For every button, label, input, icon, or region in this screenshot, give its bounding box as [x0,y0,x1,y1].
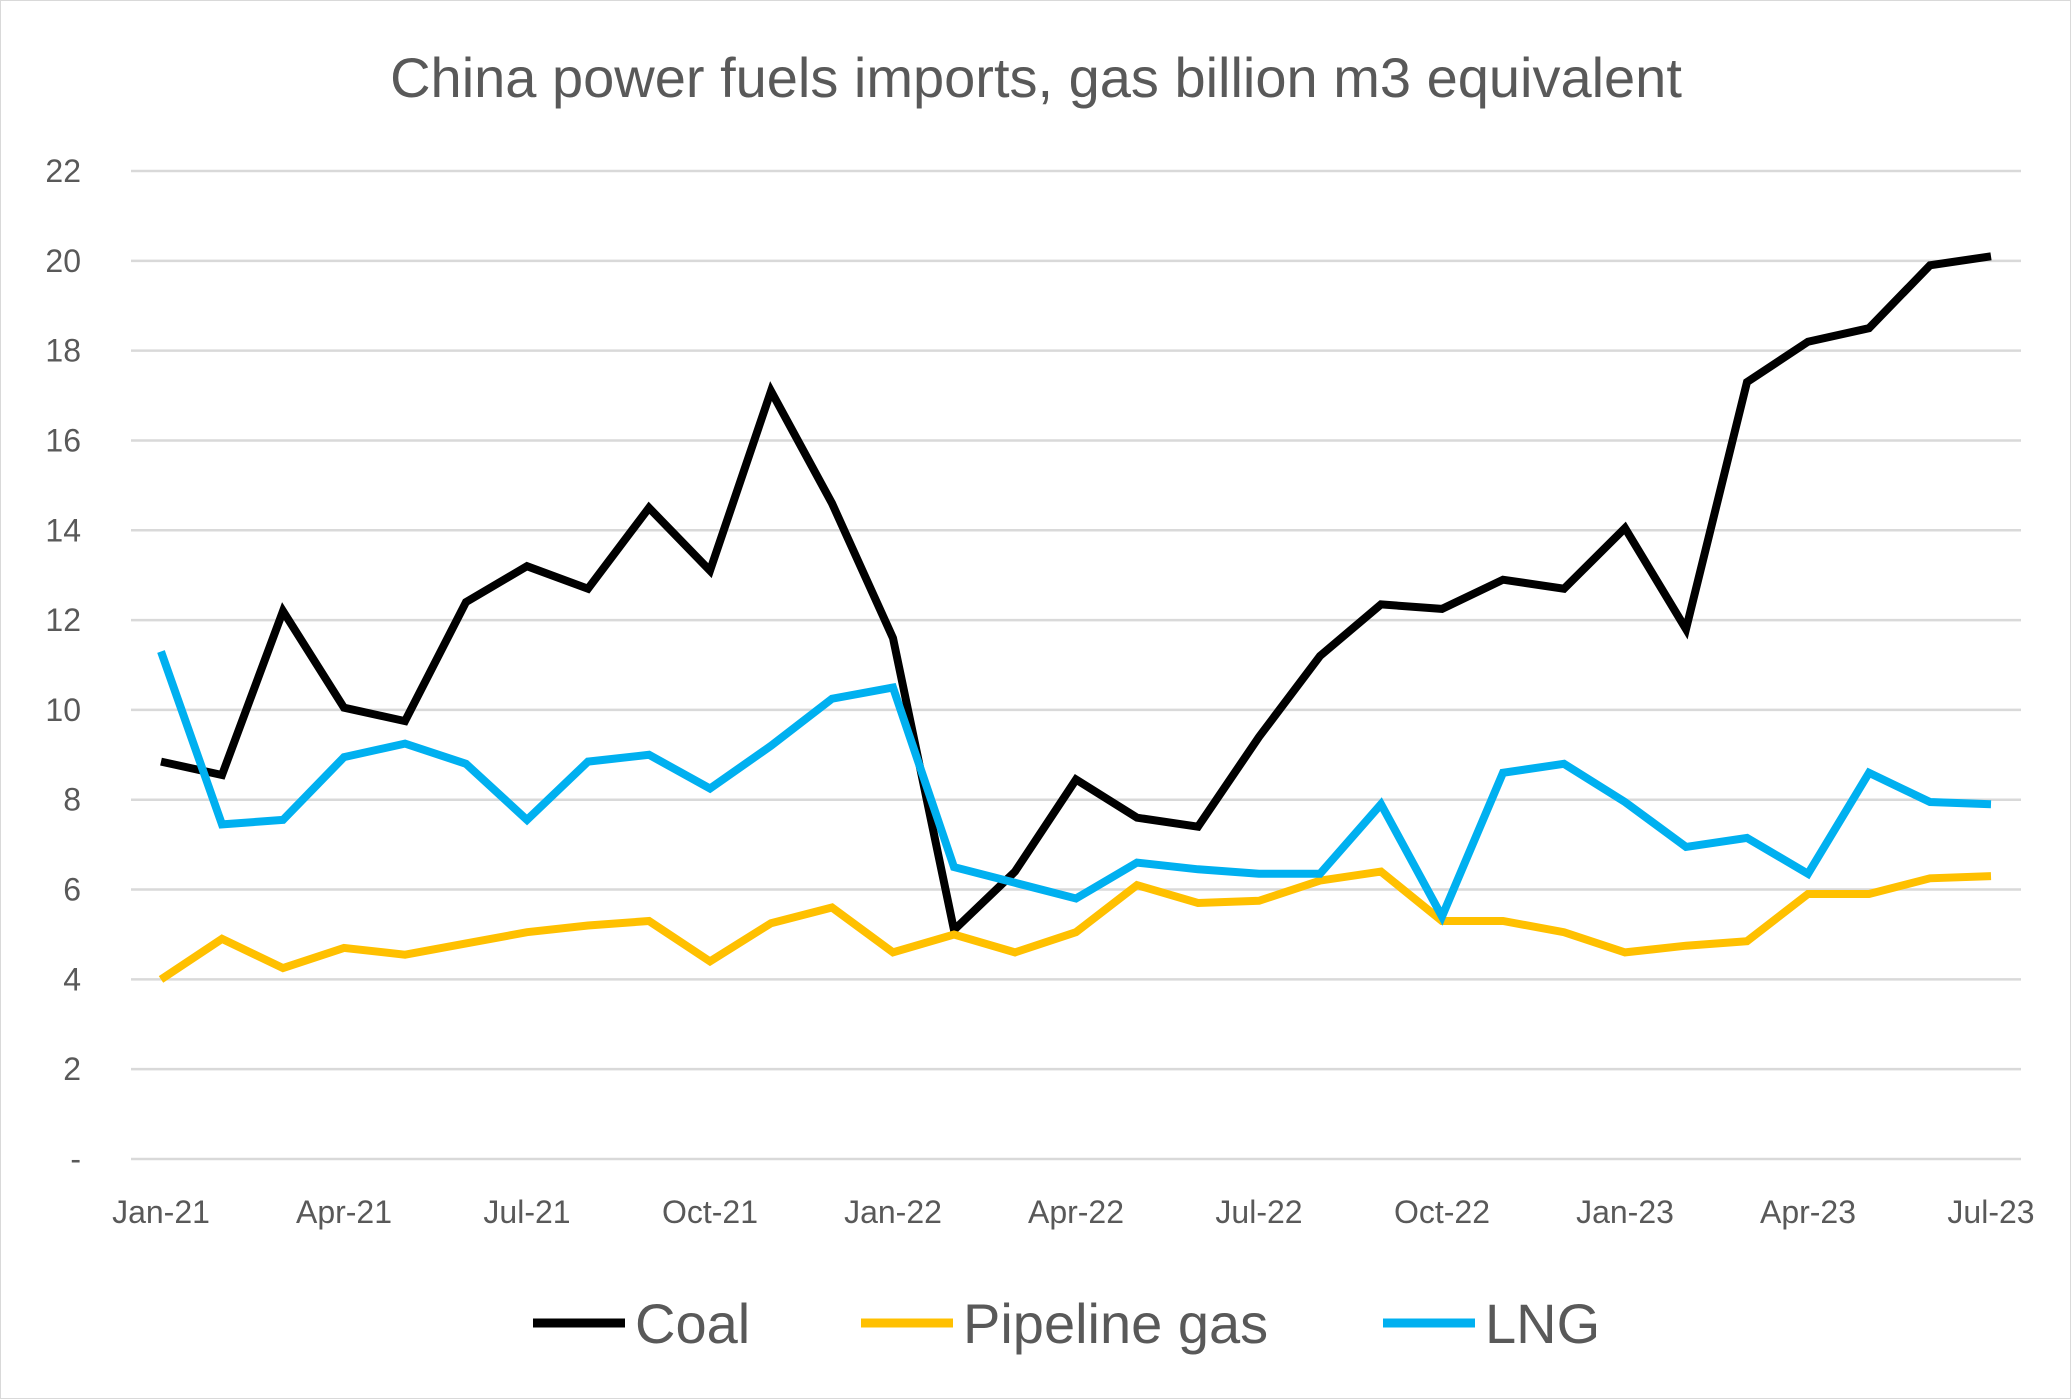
y-tick-label: 20 [45,243,81,279]
series-line-pipeline-gas [158,867,1992,983]
chart-title: China power fuels imports, gas billion m… [390,46,1682,109]
y-tick-label: 2 [63,1051,81,1087]
y-tick-label: 12 [45,602,81,638]
y-tick-label: - [70,1141,81,1177]
x-tick-label: Jan-22 [844,1194,942,1230]
y-tick-label: 10 [45,692,81,728]
series-line-coal [160,252,1992,938]
legend-label-lng: LNG [1485,1292,1600,1355]
legend-label-pipeline-gas: Pipeline gas [963,1292,1268,1355]
y-tick-label: 6 [63,872,81,908]
x-axis-tick-labels: Jan-21 Apr-21 Jul-21 Oct-21 Jan-22 Apr-22 Jul-… [112,1194,2035,1230]
y-tick-label: 18 [45,333,81,369]
legend-item-lng: LNG [1383,1292,1600,1355]
x-tick-label: Apr-23 [1760,1194,1856,1230]
y-tick-label: 8 [63,782,81,818]
x-tick-label: Apr-22 [1028,1194,1124,1230]
y-tick-label: 4 [63,961,81,997]
x-tick-label: Jul-23 [1947,1194,2034,1230]
series-lines [157,252,1992,983]
x-tick-label: Oct-21 [662,1194,758,1230]
gridlines [131,169,2021,1161]
y-tick-label: 14 [45,512,81,548]
x-tick-label: Jul-21 [483,1194,570,1230]
x-tick-label: Jan-23 [1576,1194,1674,1230]
legend-label-coal: Coal [635,1292,750,1355]
x-tick-label: Jan-21 [112,1194,210,1230]
legend: Coal Pipeline gas LNG [533,1292,1600,1355]
series-line-lng [157,650,1992,926]
x-tick-label: Jul-22 [1215,1194,1302,1230]
legend-item-pipeline-gas: Pipeline gas [861,1292,1268,1355]
x-tick-label: Apr-21 [296,1194,392,1230]
y-tick-label: 16 [45,422,81,458]
legend-item-coal: Coal [533,1292,750,1355]
y-tick-label: 22 [45,153,81,189]
y-axis-tick-labels: - 2 4 6 8 10 12 14 16 18 20 22 [45,153,81,1177]
x-tick-label: Oct-22 [1394,1194,1490,1230]
